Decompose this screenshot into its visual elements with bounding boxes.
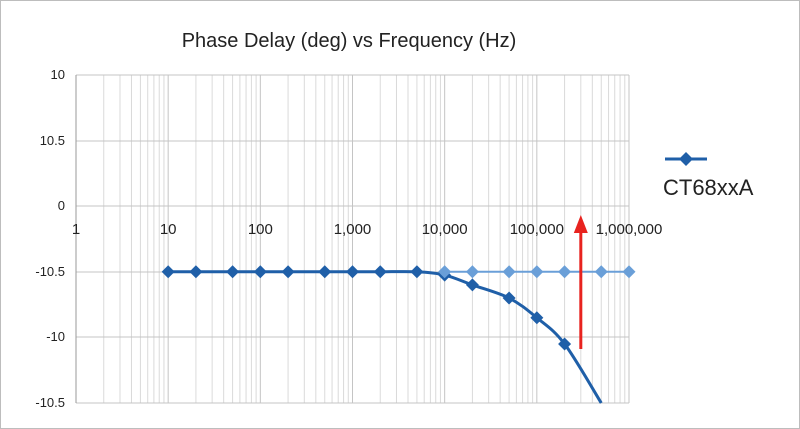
legend-label: CT68xxA	[663, 175, 754, 200]
red-arrow-head	[573, 215, 588, 233]
data-point-marker	[594, 265, 608, 279]
legend: CT68xxA	[663, 152, 754, 200]
data-point-marker	[438, 265, 452, 279]
x-tick-label: 1,000	[334, 221, 372, 238]
x-tick-label: 100	[248, 221, 273, 238]
data-point-marker	[161, 265, 175, 279]
x-tick-label: 1,000,000	[596, 221, 663, 238]
y-tick-label: -10	[46, 329, 65, 344]
chart-title: Phase Delay (deg) vs Frequency (Hz)	[182, 30, 517, 52]
x-tick-label: 1	[72, 221, 80, 238]
data-point-marker	[189, 265, 203, 279]
axes: 10 10.5 0 -10.5 -10 -10.5 1 10 100 1,000 10,000 100…	[35, 67, 662, 410]
y-tick-label: 10.5	[40, 133, 65, 148]
data-point-marker	[558, 337, 572, 351]
data-point-marker	[346, 265, 359, 279]
data-point-marker	[281, 265, 295, 279]
data-point-marker	[502, 265, 516, 279]
y-tick-label: 0	[58, 198, 65, 213]
x-tick-label: 10,000	[422, 221, 468, 238]
data-point-marker	[410, 265, 424, 279]
y-tick-label: -10.5	[35, 264, 65, 279]
data-point-marker	[530, 311, 544, 325]
series-layer	[161, 265, 636, 404]
grid	[75, 74, 630, 404]
data-point-marker	[253, 265, 267, 279]
annotations	[573, 215, 588, 349]
data-point-marker	[226, 265, 240, 279]
x-tick-label: 100,000	[510, 221, 564, 238]
y-tick-label: 10	[51, 67, 65, 82]
data-point-marker	[465, 278, 479, 292]
x-tick-label: 10	[160, 221, 177, 238]
data-point-marker	[530, 265, 544, 279]
legend-marker	[679, 152, 693, 166]
data-point-marker	[502, 291, 516, 305]
data-point-marker	[373, 265, 387, 279]
data-point-marker	[318, 265, 332, 279]
data-point-marker	[622, 265, 636, 279]
data-point-marker	[465, 265, 479, 279]
data-point-marker	[558, 265, 572, 279]
y-tick-label: -10.5	[35, 395, 65, 410]
